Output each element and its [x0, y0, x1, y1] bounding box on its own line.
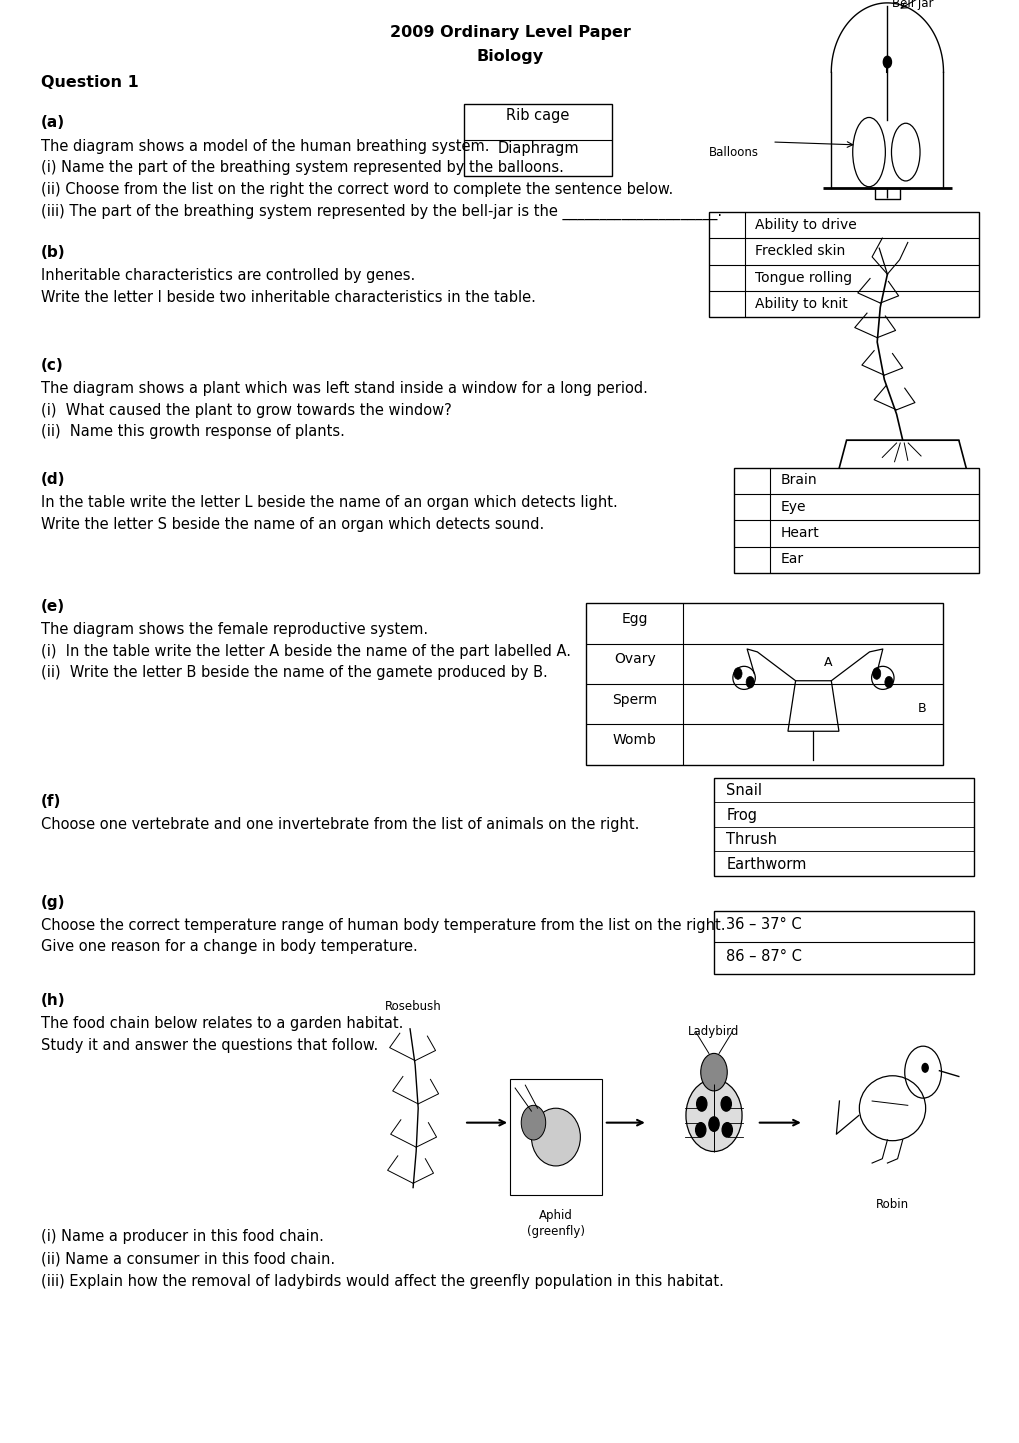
Text: (iii) Explain how the removal of ladybirds would affect the greenfly population : (iii) Explain how the removal of ladybir… [41, 1274, 722, 1289]
Text: Rosebush: Rosebush [384, 1000, 441, 1013]
Text: Choose one vertebrate and one invertebrate from the list of animals on the right: Choose one vertebrate and one invertebra… [41, 817, 639, 831]
Circle shape [871, 668, 880, 680]
Text: Frog: Frog [726, 808, 756, 823]
Text: Balloons: Balloons [708, 146, 758, 159]
Text: Womb: Womb [612, 733, 656, 747]
Circle shape [721, 1123, 732, 1137]
Text: (d): (d) [41, 472, 65, 486]
Text: 2009 Ordinary Level Paper: 2009 Ordinary Level Paper [389, 25, 630, 39]
Circle shape [745, 677, 753, 688]
Text: Write the letter S beside the name of an organ which detects sound.: Write the letter S beside the name of an… [41, 517, 543, 531]
Text: (i)  What caused the plant to grow towards the window?: (i) What caused the plant to grow toward… [41, 403, 451, 417]
Text: Study it and answer the questions that follow.: Study it and answer the questions that f… [41, 1038, 378, 1052]
Text: (f): (f) [41, 794, 61, 808]
Text: Ability to drive: Ability to drive [754, 218, 856, 232]
Text: 86 – 87° C: 86 – 87° C [726, 948, 801, 964]
Text: The diagram shows a plant which was left stand inside a window for a long period: The diagram shows a plant which was left… [41, 381, 647, 395]
Text: Ability to knit: Ability to knit [754, 297, 847, 310]
Text: Snail: Snail [726, 784, 761, 798]
Text: (h): (h) [41, 993, 65, 1007]
Text: Egg: Egg [622, 612, 647, 626]
Circle shape [720, 1097, 731, 1111]
Text: Choose the correct temperature range of human body temperature from the list on : Choose the correct temperature range of … [41, 918, 725, 932]
Text: (c): (c) [41, 358, 63, 372]
Text: Bell jar: Bell jar [892, 0, 933, 10]
Text: Sperm: Sperm [611, 693, 657, 707]
Text: B: B [917, 703, 925, 716]
Text: Biology: Biology [476, 49, 543, 63]
Text: Thrush: Thrush [726, 833, 776, 847]
Text: (ii) Name a consumer in this food chain.: (ii) Name a consumer in this food chain. [41, 1251, 334, 1266]
Text: Aphid: Aphid [538, 1209, 573, 1222]
Text: Give one reason for a change in body temperature.: Give one reason for a change in body tem… [41, 939, 417, 954]
Bar [734, 468, 978, 573]
Bar [586, 603, 943, 765]
Circle shape [882, 56, 891, 68]
Ellipse shape [531, 1108, 580, 1166]
Circle shape [700, 1053, 727, 1091]
Text: Write the letter I beside two inheritable characteristics in the table.: Write the letter I beside two inheritabl… [41, 290, 535, 304]
Text: (ii)  Write the letter B beside the name of the gamete produced by B.: (ii) Write the letter B beside the name … [41, 665, 547, 680]
Bar [713, 911, 973, 974]
Text: Brain: Brain [780, 473, 816, 488]
Text: In the table write the letter L beside the name of an organ which detects light.: In the table write the letter L beside t… [41, 495, 616, 509]
Text: Inheritable characteristics are controlled by genes.: Inheritable characteristics are controll… [41, 268, 415, 283]
Text: (iii) The part of the breathing system represented by the bell-jar is the ______: (iii) The part of the breathing system r… [41, 203, 721, 219]
Text: Heart: Heart [780, 527, 818, 540]
Text: (i) Name a producer in this food chain.: (i) Name a producer in this food chain. [41, 1229, 323, 1244]
Text: 36 – 37° C: 36 – 37° C [726, 916, 801, 932]
Text: Robin: Robin [875, 1198, 908, 1211]
Text: The diagram shows a model of the human breathing system.: The diagram shows a model of the human b… [41, 139, 489, 153]
Circle shape [708, 1117, 718, 1131]
Circle shape [733, 668, 742, 680]
Text: (b): (b) [41, 245, 65, 260]
Ellipse shape [685, 1079, 742, 1152]
Text: Eye: Eye [780, 499, 805, 514]
Text: (i) Name the part of the breathing system represented by the balloons.: (i) Name the part of the breathing syste… [41, 160, 564, 175]
Text: Ear: Ear [780, 553, 803, 566]
Circle shape [695, 1123, 705, 1137]
Bar [713, 778, 973, 876]
Text: Freckled skin: Freckled skin [754, 244, 844, 258]
Text: The diagram shows the female reproductive system.: The diagram shows the female reproductiv… [41, 622, 428, 636]
Text: (greenfly): (greenfly) [527, 1225, 584, 1238]
Text: Ovary: Ovary [613, 652, 655, 667]
Circle shape [696, 1097, 706, 1111]
Text: (ii)  Name this growth response of plants.: (ii) Name this growth response of plants… [41, 424, 344, 439]
Text: Diaphragm: Diaphragm [496, 141, 579, 156]
Circle shape [921, 1063, 927, 1072]
Text: Ladybird: Ladybird [688, 1025, 739, 1038]
Text: The food chain below relates to a garden habitat.: The food chain below relates to a garden… [41, 1016, 403, 1030]
Bar [708, 212, 978, 317]
Text: (a): (a) [41, 115, 65, 130]
Text: (g): (g) [41, 895, 65, 909]
Text: (i)  In the table write the letter A beside the name of the part labelled A.: (i) In the table write the letter A besi… [41, 644, 571, 658]
Text: A: A [822, 657, 832, 670]
Text: (ii) Choose from the list on the right the correct word to complete the sentence: (ii) Choose from the list on the right t… [41, 182, 673, 196]
Text: (e): (e) [41, 599, 65, 613]
Text: Question 1: Question 1 [41, 75, 139, 89]
Circle shape [883, 677, 893, 688]
Bar [464, 104, 611, 176]
Bar [510, 1079, 601, 1195]
Circle shape [521, 1105, 545, 1140]
Text: Earthworm: Earthworm [726, 857, 806, 872]
Text: Tongue rolling: Tongue rolling [754, 271, 851, 284]
Text: Rib cage: Rib cage [505, 108, 570, 123]
